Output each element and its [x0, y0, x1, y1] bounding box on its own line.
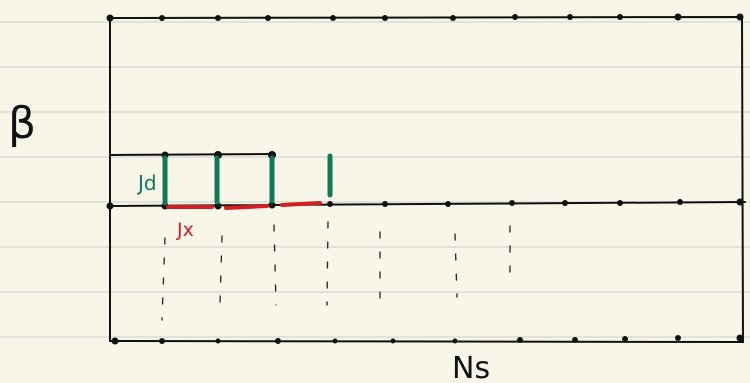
jx-bonds [168, 203, 320, 208]
ns-label: Ns [452, 351, 490, 383]
diagram: β Jd Jx Ns [0, 0, 750, 383]
lattice [107, 14, 746, 345]
paper-lines [0, 22, 750, 337]
jx-label: Jx [176, 219, 194, 241]
jd-label: Jd [136, 171, 157, 195]
jd-bonds [165, 156, 330, 203]
beta-label: β [8, 98, 36, 149]
